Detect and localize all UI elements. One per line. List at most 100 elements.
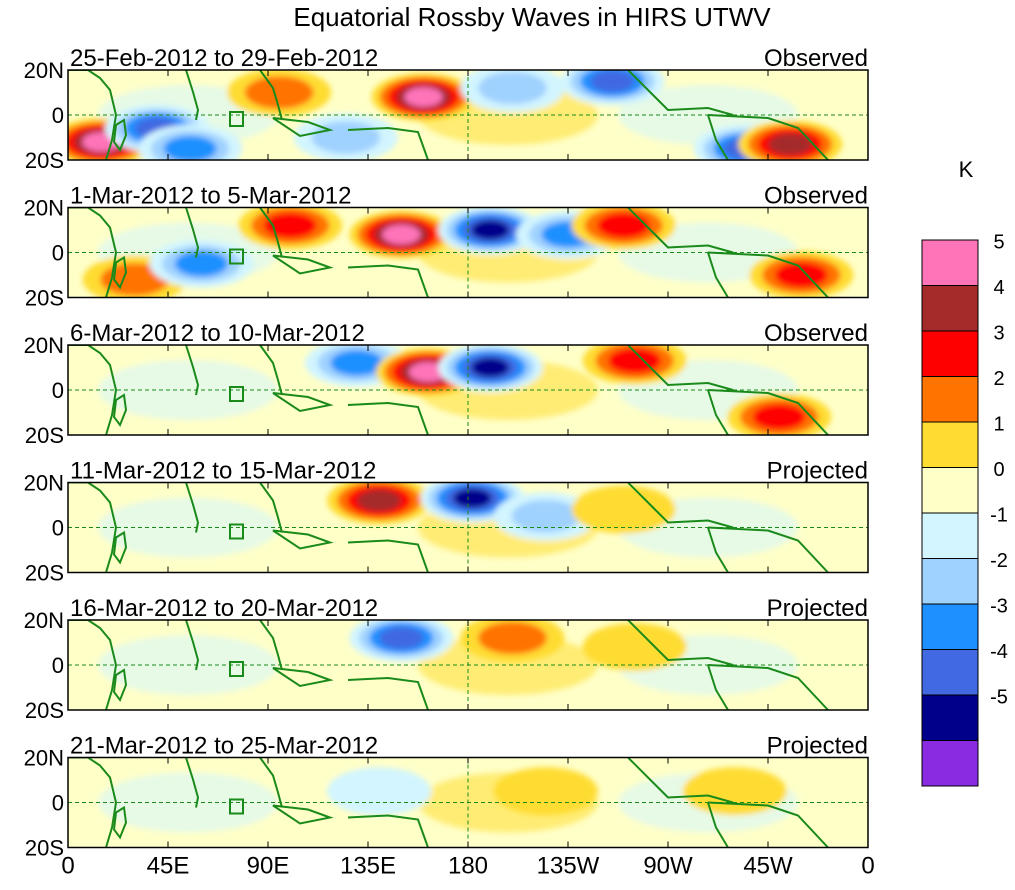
map-area: [67, 619, 869, 711]
anomaly-contour: [382, 224, 421, 245]
box-marker: [229, 248, 244, 265]
y-tick-label: 20S: [25, 698, 64, 723]
panel-4: 11-Mar-2012 to 15-Mar-2012 Projected 20N 0 2…: [24, 458, 869, 586]
coastline: [707, 664, 729, 710]
colorbar-swatch: [921, 558, 979, 605]
panel-period: 6-Mar-2012 to 10-Mar-2012: [70, 320, 365, 347]
anomaly-field: [68, 70, 843, 160]
coastlines: [68, 70, 829, 160]
colorbar-swatch: [921, 421, 979, 468]
anomaly-contour: [493, 767, 598, 816]
coastline: [707, 664, 829, 710]
anomaly-contour: [571, 485, 676, 534]
x-tick-label: 90E: [247, 853, 290, 880]
coastline: [272, 804, 334, 825]
anomaly-contour: [511, 499, 581, 533]
x-tick-label: 135W: [537, 853, 600, 880]
map-area: [67, 344, 869, 436]
colorbar-tick-label: 2: [993, 368, 1004, 390]
coastline: [259, 207, 283, 258]
map-area: [67, 206, 869, 299]
y-tick-label: 20N: [24, 746, 64, 771]
coastlines: [68, 757, 829, 848]
panel-5: 16-Mar-2012 to 20-Mar-2012 Projected 20N 0 2…: [24, 595, 869, 723]
coastline: [347, 814, 429, 848]
anomaly-contour: [263, 212, 317, 239]
y-tick-label: 20N: [24, 196, 64, 221]
coastline: [627, 345, 734, 391]
x-axis: 0 45E 90E 135E 180 135W 90W 45W 0: [61, 853, 874, 880]
colorbar-swatch: [921, 376, 979, 423]
coastline: [347, 126, 429, 160]
colorbar-tick-label: 4: [993, 277, 1004, 299]
coastline: [112, 393, 128, 428]
panels-group: 25-Feb-2012 to 29-Feb-2012 Observed 20N 0 20…: [24, 45, 869, 861]
y-tick-label: 0: [52, 241, 64, 266]
anomaly-contour: [174, 250, 228, 277]
anomaly-contour: [682, 767, 787, 816]
anomaly-contour: [471, 220, 510, 240]
y-tick-label: 20S: [25, 836, 64, 861]
anomaly-contour: [330, 350, 384, 376]
x-tick-label: 45E: [147, 853, 190, 880]
coastline: [112, 805, 128, 840]
anomaly-contour: [608, 347, 662, 374]
panel-2: 1-Mar-2012 to 5-Mar-2012 Observed 20N 0 20S: [24, 183, 869, 311]
coastline: [259, 620, 283, 671]
anomaly-contour: [768, 133, 813, 156]
panel-period: 16-Mar-2012 to 20-Mar-2012: [70, 595, 378, 622]
coastline: [259, 757, 283, 808]
colorbar-tick-label: -2: [990, 550, 1008, 572]
coastline: [272, 529, 334, 550]
panel-status: Projected: [767, 733, 868, 760]
anomaly-contour: [471, 357, 510, 378]
colorbar-tick-label: -3: [990, 596, 1008, 618]
coastline: [259, 70, 283, 121]
map-area: [67, 481, 869, 574]
colorbar-swatch: [921, 512, 979, 559]
coastline: [627, 757, 734, 804]
coastline: [707, 389, 829, 435]
coastline: [112, 530, 128, 565]
coastline: [347, 264, 429, 298]
box-marker: [229, 523, 244, 540]
coastline: [347, 676, 429, 710]
y-tick-label: 0: [52, 791, 64, 816]
anomaly-contour: [453, 488, 492, 508]
y-tick-label: 20N: [24, 58, 64, 83]
anomaly-contour: [478, 621, 547, 655]
map-area: [67, 756, 869, 849]
x-tick-label: 180: [448, 853, 488, 880]
coastlines: [68, 620, 829, 710]
panel-period: 11-Mar-2012 to 15-Mar-2012: [70, 458, 376, 485]
anomaly-field: [98, 620, 798, 695]
colorbar-swatch: [921, 649, 979, 696]
panel-status: Observed: [764, 45, 868, 72]
x-tick-label: 0: [61, 853, 74, 880]
coastline: [272, 392, 334, 413]
coastline: [68, 70, 118, 160]
colorbar-tick-label: 3: [993, 323, 1004, 345]
y-tick-label: 20N: [24, 608, 64, 633]
coastline: [707, 801, 829, 848]
colorbar-swatch: [921, 603, 979, 650]
coastline: [68, 345, 118, 435]
coastline: [259, 345, 283, 396]
coastlines: [68, 207, 829, 298]
coastline: [259, 482, 283, 533]
y-tick-label: 20S: [25, 286, 64, 311]
anomaly-field: [98, 482, 798, 558]
coastline: [272, 254, 334, 275]
anomaly-contour: [244, 76, 314, 109]
coastline: [707, 527, 729, 573]
panel-status: Projected: [767, 595, 868, 622]
anomaly-contour: [590, 70, 635, 93]
coastline: [707, 389, 729, 435]
box-marker: [229, 661, 244, 677]
coastline: [627, 207, 734, 254]
colorbar-swatch: [921, 330, 979, 377]
panel-status: Observed: [764, 183, 868, 210]
anomaly-contour: [100, 263, 169, 296]
coastline: [627, 482, 734, 529]
